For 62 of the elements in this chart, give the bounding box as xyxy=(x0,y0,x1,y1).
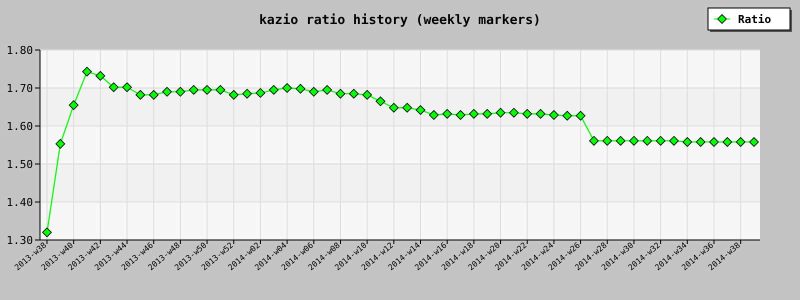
point xyxy=(42,228,52,238)
point xyxy=(549,110,559,120)
point xyxy=(256,88,266,98)
point xyxy=(242,88,252,99)
point xyxy=(296,84,306,94)
point xyxy=(616,136,626,146)
point xyxy=(82,66,92,76)
point xyxy=(202,85,212,95)
point xyxy=(536,109,546,119)
point xyxy=(228,90,239,100)
point xyxy=(308,86,319,97)
y-tick-label: 1.50 xyxy=(6,158,33,171)
point xyxy=(656,136,666,146)
point xyxy=(429,110,439,120)
point xyxy=(602,136,612,146)
point xyxy=(389,102,399,113)
point xyxy=(522,109,532,119)
y-tick-label: 1.60 xyxy=(6,120,33,133)
point xyxy=(669,136,679,146)
point xyxy=(336,88,346,99)
y-tick-label: 1.40 xyxy=(6,196,33,209)
point xyxy=(268,85,279,95)
point xyxy=(162,86,172,97)
point xyxy=(682,137,692,147)
point xyxy=(96,71,106,81)
point xyxy=(709,137,719,147)
point xyxy=(282,83,292,93)
point xyxy=(696,137,706,147)
point xyxy=(456,110,466,120)
point xyxy=(216,85,226,95)
point xyxy=(188,85,199,95)
point xyxy=(148,90,159,100)
point xyxy=(442,109,452,119)
point xyxy=(136,90,146,100)
point xyxy=(482,109,492,119)
point xyxy=(629,136,639,146)
point xyxy=(402,102,412,113)
point xyxy=(469,109,479,119)
point xyxy=(68,100,79,110)
y-tick-label: 1.30 xyxy=(6,234,33,247)
y-tick-label: 1.80 xyxy=(6,44,33,57)
point xyxy=(56,139,66,149)
point xyxy=(348,88,359,99)
point xyxy=(176,86,186,97)
point xyxy=(576,110,586,121)
point xyxy=(562,110,572,121)
y-tick-label: 1.70 xyxy=(6,82,33,95)
point xyxy=(642,136,652,146)
point xyxy=(122,82,132,92)
point xyxy=(416,105,426,115)
point xyxy=(509,108,519,118)
chart-title: kazio ratio history (weekly markers) xyxy=(259,13,541,28)
legend-label: Ratio xyxy=(738,12,772,26)
point xyxy=(589,136,599,146)
point xyxy=(722,137,732,147)
point xyxy=(376,96,386,106)
point xyxy=(108,82,119,92)
point xyxy=(496,108,506,118)
point xyxy=(322,85,332,95)
point xyxy=(749,137,759,147)
point xyxy=(736,137,746,147)
point xyxy=(362,90,372,100)
